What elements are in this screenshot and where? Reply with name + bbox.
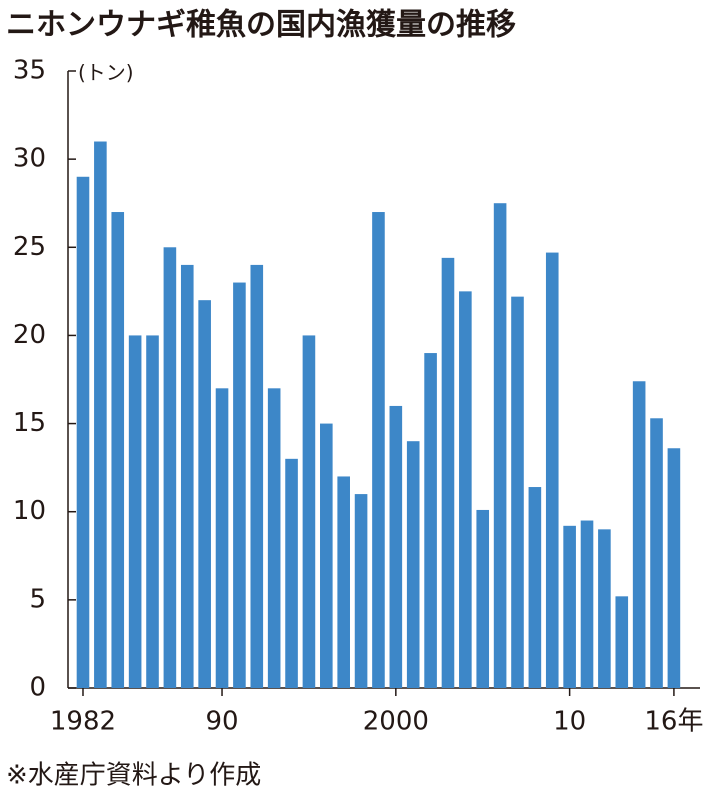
bar [233,282,246,688]
bar [459,291,472,688]
bar [493,203,507,688]
y-tick-label: 25 [13,232,46,262]
bar [215,388,229,688]
bar [545,252,559,688]
bar [615,596,629,688]
bar [511,296,524,688]
bar [94,141,107,688]
bar [441,257,455,688]
bar [337,476,350,688]
chart-title: ニホンウナギ稚魚の国内漁獲量の推移 [6,8,516,43]
bar [285,458,298,688]
y-tick-label: 35 [13,56,46,86]
x-tick-label: 16年 [644,707,703,737]
bar [389,405,403,688]
bar [580,520,594,688]
bar [267,388,281,688]
bar [667,448,681,688]
x-tick-label: 1982 [50,707,116,737]
bar [146,335,159,688]
bar [128,335,142,688]
bar [250,264,264,688]
y-tick-label: 20 [13,320,46,350]
y-tick-label: 0 [29,673,46,703]
bar [76,176,90,688]
bar [111,212,125,688]
bar [424,353,437,688]
x-tick-label: 2000 [363,707,429,737]
bar [198,300,211,688]
bar [632,381,646,688]
x-tick-label: 10 [553,707,586,737]
y-tick-label: 5 [29,584,46,614]
source-note: ※水産庁資料より作成 [6,761,261,791]
y-tick-label: 15 [13,408,46,438]
y-tick-label: 30 [13,144,46,174]
bar [563,525,576,688]
bar [406,441,420,688]
bar [650,418,663,688]
bar [180,264,194,688]
bar [354,494,368,688]
bar [163,247,177,689]
bar [302,335,316,688]
bar [476,509,490,688]
bar [372,212,385,688]
bar [598,529,611,688]
bar [320,423,333,688]
x-tick-label: 90 [205,707,238,737]
y-tick-label: 10 [13,496,46,526]
bar [528,487,542,688]
y-axis-label: (トン) [78,61,134,85]
